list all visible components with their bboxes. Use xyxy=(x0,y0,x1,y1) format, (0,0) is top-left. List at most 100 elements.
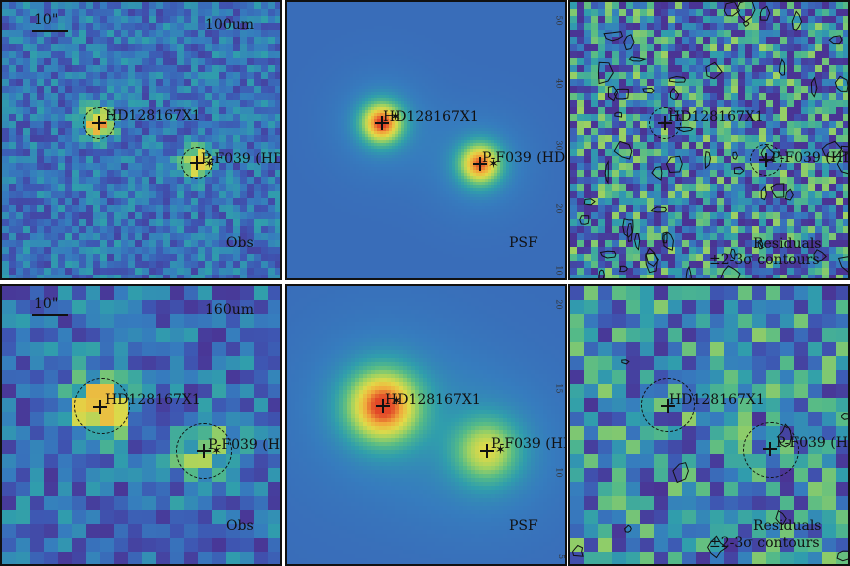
map-pixel xyxy=(473,74,477,78)
map-pixel xyxy=(365,53,369,57)
map-pixel xyxy=(93,37,101,45)
map-pixel xyxy=(482,83,486,87)
map-pixel xyxy=(434,29,438,33)
map-pixel xyxy=(275,275,280,278)
map-pixel xyxy=(407,26,411,30)
map-pixel xyxy=(302,98,306,102)
map-pixel xyxy=(524,86,528,90)
map-pixel xyxy=(37,93,45,101)
map-pixel xyxy=(440,17,444,21)
map-pixel xyxy=(554,65,558,69)
map-pixel xyxy=(476,5,480,9)
map-pixel xyxy=(410,77,414,81)
map-pixel xyxy=(506,101,510,105)
map-pixel xyxy=(425,62,429,66)
map-pixel xyxy=(177,261,185,269)
map-pixel xyxy=(473,86,477,90)
map-pixel xyxy=(515,20,519,24)
map-pixel xyxy=(449,11,453,15)
map-pixel xyxy=(314,107,318,111)
map-pixel xyxy=(135,58,143,66)
map-pixel xyxy=(177,79,185,87)
map-pixel xyxy=(440,11,444,15)
map-pixel xyxy=(473,80,477,84)
map-pixel xyxy=(320,86,324,90)
map-pixel xyxy=(533,26,537,30)
panel-100um-obs: 10" 100um HD128167X1 ✶ P-F039 (HD Obs xyxy=(0,0,282,280)
map-pixel xyxy=(86,149,94,157)
map-pixel xyxy=(479,26,483,30)
map-pixel xyxy=(497,98,501,102)
map-pixel xyxy=(461,98,465,102)
map-pixel xyxy=(521,17,525,21)
map-pixel xyxy=(299,107,303,111)
map-pixel xyxy=(320,5,324,9)
map-pixel xyxy=(205,184,213,192)
map-pixel xyxy=(416,104,420,108)
map-pixel xyxy=(326,89,330,93)
map-pixel xyxy=(302,56,306,60)
map-pixel xyxy=(326,59,330,63)
map-pixel xyxy=(380,71,384,75)
map-pixel xyxy=(407,86,411,90)
map-pixel xyxy=(30,163,38,171)
map-pixel xyxy=(177,212,185,220)
map-pixel xyxy=(560,80,564,84)
map-pixel xyxy=(177,247,185,255)
map-pixel xyxy=(16,177,24,185)
map-pixel xyxy=(2,100,10,108)
map-pixel xyxy=(464,68,468,72)
map-pixel xyxy=(566,29,567,33)
map-pixel xyxy=(16,142,24,150)
map-pixel xyxy=(533,2,537,6)
map-pixel xyxy=(219,65,227,73)
map-pixel xyxy=(449,98,453,102)
map-pixel xyxy=(338,83,342,87)
map-pixel xyxy=(198,205,206,213)
map-pixel xyxy=(219,2,227,10)
map-pixel xyxy=(461,104,465,108)
map-pixel xyxy=(542,23,546,27)
map-pixel xyxy=(44,51,52,59)
map-pixel xyxy=(365,29,369,33)
map-pixel xyxy=(389,50,393,54)
map-pixel xyxy=(347,38,351,42)
map-pixel xyxy=(440,26,444,30)
map-pixel xyxy=(184,100,192,108)
map-pixel xyxy=(488,44,492,48)
map-pixel xyxy=(121,275,129,278)
map-pixel xyxy=(198,16,206,24)
map-pixel xyxy=(530,77,534,81)
map-pixel xyxy=(386,50,390,54)
map-pixel xyxy=(398,44,402,48)
map-pixel xyxy=(386,14,390,18)
map-pixel xyxy=(296,35,300,39)
map-pixel xyxy=(410,2,414,6)
map-pixel xyxy=(458,98,462,102)
map-pixel xyxy=(548,104,552,108)
map-pixel xyxy=(437,11,441,15)
map-pixel xyxy=(497,89,501,93)
map-pixel xyxy=(497,44,501,48)
map-pixel xyxy=(416,95,420,99)
map-pixel xyxy=(240,79,248,87)
map-pixel xyxy=(518,65,522,69)
map-pixel xyxy=(464,41,468,45)
map-pixel xyxy=(212,191,220,199)
map-pixel xyxy=(395,104,399,108)
map-pixel xyxy=(482,80,486,84)
map-pixel xyxy=(458,2,462,6)
map-pixel xyxy=(557,59,561,63)
map-pixel xyxy=(425,101,429,105)
star-marker: ✶ xyxy=(204,157,215,172)
map-pixel xyxy=(455,44,459,48)
map-pixel xyxy=(44,79,52,87)
map-pixel xyxy=(518,32,522,36)
map-pixel xyxy=(338,98,342,102)
map-pixel xyxy=(287,5,291,9)
map-pixel xyxy=(114,233,122,241)
map-pixel xyxy=(142,226,150,234)
map-pixel xyxy=(533,38,537,42)
map-pixel xyxy=(548,98,552,102)
map-pixel xyxy=(539,68,543,72)
